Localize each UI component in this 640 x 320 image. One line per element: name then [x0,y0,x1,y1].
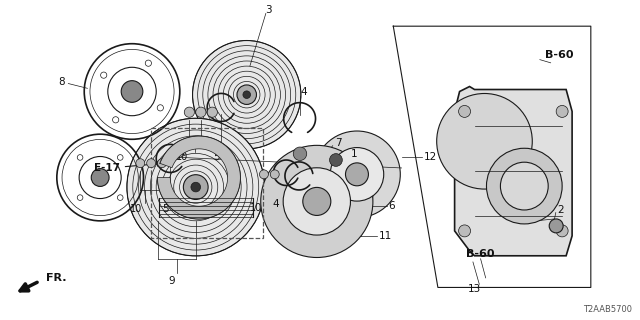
Circle shape [270,170,279,179]
Circle shape [136,159,145,168]
Circle shape [157,105,163,111]
Circle shape [237,85,257,104]
Text: 10: 10 [250,203,262,213]
Circle shape [117,155,123,160]
Text: FR.: FR. [46,273,67,283]
Circle shape [459,105,470,117]
Text: 13: 13 [468,284,481,294]
Circle shape [77,155,83,160]
Circle shape [556,225,568,237]
Text: T2AAB5700: T2AAB5700 [583,305,632,314]
Circle shape [193,41,301,149]
Circle shape [293,147,307,161]
Bar [151,128,262,238]
Text: 5: 5 [163,204,169,214]
Text: 10: 10 [131,204,143,214]
Text: 6: 6 [388,201,395,211]
Circle shape [330,148,384,201]
Circle shape [145,60,152,66]
Circle shape [196,107,206,117]
Circle shape [92,169,109,187]
Circle shape [260,145,373,258]
Circle shape [77,195,83,200]
Circle shape [486,148,562,224]
Circle shape [436,93,532,189]
Text: 12: 12 [424,152,437,162]
Circle shape [147,159,156,168]
Text: B-60: B-60 [545,50,573,60]
Text: 9: 9 [168,276,175,286]
Circle shape [117,195,123,200]
Circle shape [346,163,369,186]
Circle shape [183,175,208,199]
Circle shape [127,118,264,256]
Text: 5: 5 [213,152,220,162]
Circle shape [549,219,563,233]
Text: 4: 4 [272,199,278,209]
Polygon shape [157,136,241,219]
Circle shape [330,154,342,166]
Text: 7: 7 [335,139,342,148]
Circle shape [243,91,250,99]
Circle shape [259,170,268,179]
Text: E-17: E-17 [94,162,162,173]
Text: 10: 10 [176,152,189,162]
Circle shape [314,131,400,218]
Text: 8: 8 [58,77,65,87]
Circle shape [184,107,195,117]
Text: 11: 11 [379,231,392,242]
Circle shape [459,225,470,237]
Circle shape [500,162,548,210]
Circle shape [191,182,200,192]
Text: B-60: B-60 [467,249,495,259]
Text: 2: 2 [557,205,564,215]
Text: 4: 4 [301,87,307,98]
Circle shape [157,159,166,168]
Circle shape [283,168,351,235]
Text: 5: 5 [285,205,291,215]
Circle shape [100,72,107,78]
Text: 1: 1 [351,148,357,159]
Polygon shape [454,86,572,256]
Circle shape [113,117,119,123]
Circle shape [121,81,143,102]
Circle shape [556,105,568,117]
Circle shape [207,107,218,117]
Text: 3: 3 [265,4,272,15]
Circle shape [303,188,331,215]
